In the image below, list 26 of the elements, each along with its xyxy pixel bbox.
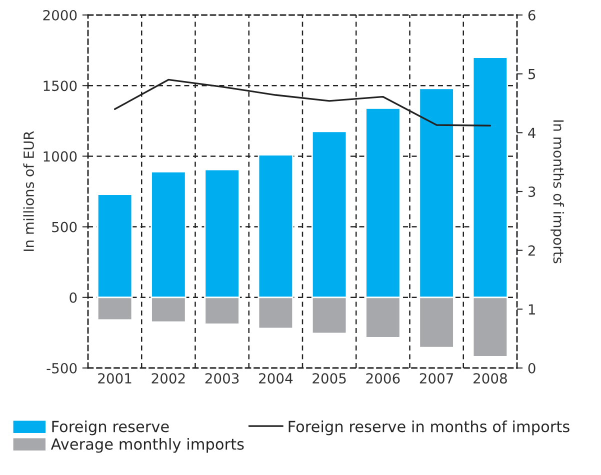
y-tick-label: -500: [46, 362, 77, 374]
x-tick-label: 2006: [366, 373, 400, 384]
x-tick-label: 2007: [420, 373, 454, 384]
y-tick-label: 0: [70, 292, 77, 303]
y2-tick-label: 1: [528, 304, 535, 314]
y-axis-title: In millions of EUR: [23, 131, 34, 251]
y2-tick-label: 3: [528, 186, 536, 197]
y-tick-label: 1500: [44, 80, 77, 92]
y2-tick-label: 5: [528, 68, 536, 80]
legend-label: Average monthly imports: [50, 438, 244, 453]
x-tick-label: 2003: [205, 373, 239, 384]
x-tick-label: 2001: [98, 373, 132, 384]
x-tick-label: 2008: [474, 373, 507, 384]
y2-tick-label: 2: [528, 245, 535, 256]
y2-tick-label: 0: [528, 362, 536, 374]
x-tick-label: 2005: [312, 373, 346, 384]
y-tick-label: 1000: [44, 151, 77, 162]
y-tick-label: 2000: [43, 10, 77, 20]
x-tick-label: 2004: [259, 373, 293, 384]
x-tick-label: 2002: [152, 373, 185, 384]
legend-label: Foreign reserve in months of imports: [288, 420, 570, 436]
y2-tick-label: 4: [528, 128, 536, 138]
y2-axis-title: In months of imports: [550, 120, 564, 264]
y2-tick-label: 6: [528, 10, 536, 20]
legend-label: Foreign reserve: [52, 420, 169, 436]
y-tick-label: 500: [52, 222, 77, 232]
